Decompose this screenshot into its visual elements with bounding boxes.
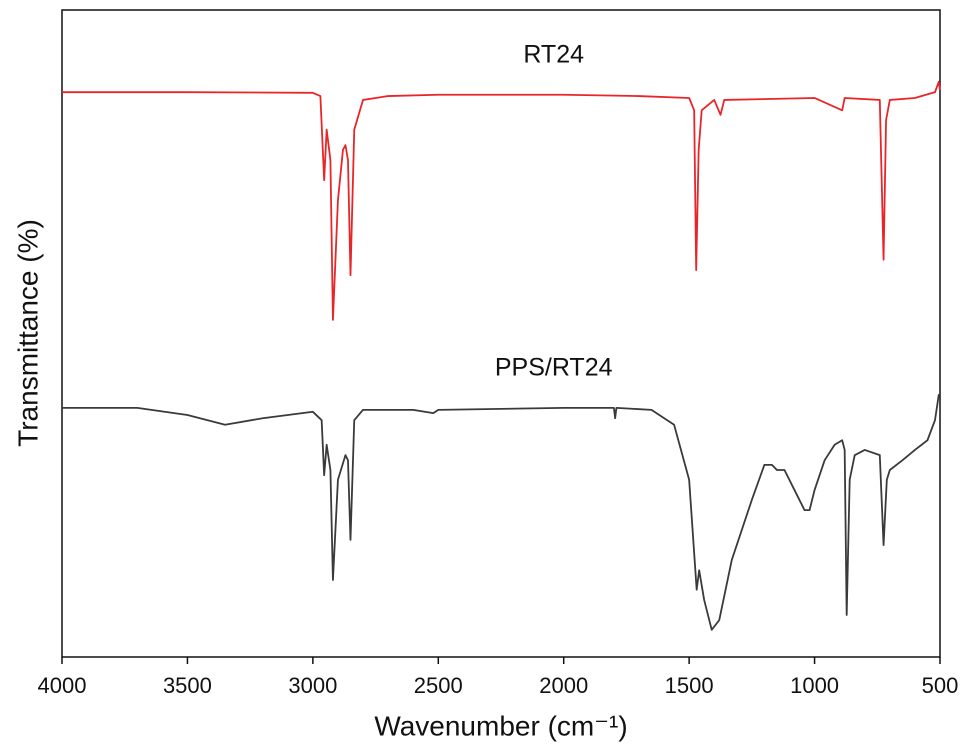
x-tick-label: 1500 [665,673,714,698]
spectrum-line [62,394,940,631]
y-axis-label: Transmittance (%) [12,219,43,447]
x-tick-label: 2000 [539,673,588,698]
spectrum-line [62,80,941,321]
x-tick-label: 1000 [790,673,839,698]
x-tick-label: 2500 [414,673,463,698]
x-axis-label: Wavenumber (cm⁻¹) [374,710,627,741]
x-tick-label: 3500 [163,673,212,698]
x-tick-label: 3000 [288,673,337,698]
plot-frame [61,9,941,658]
x-tick-label: 500 [922,673,959,698]
series-label: PPS/RT24 [495,354,613,382]
series-label: RT24 [523,40,584,68]
x-tick-label: 4000 [38,673,87,698]
